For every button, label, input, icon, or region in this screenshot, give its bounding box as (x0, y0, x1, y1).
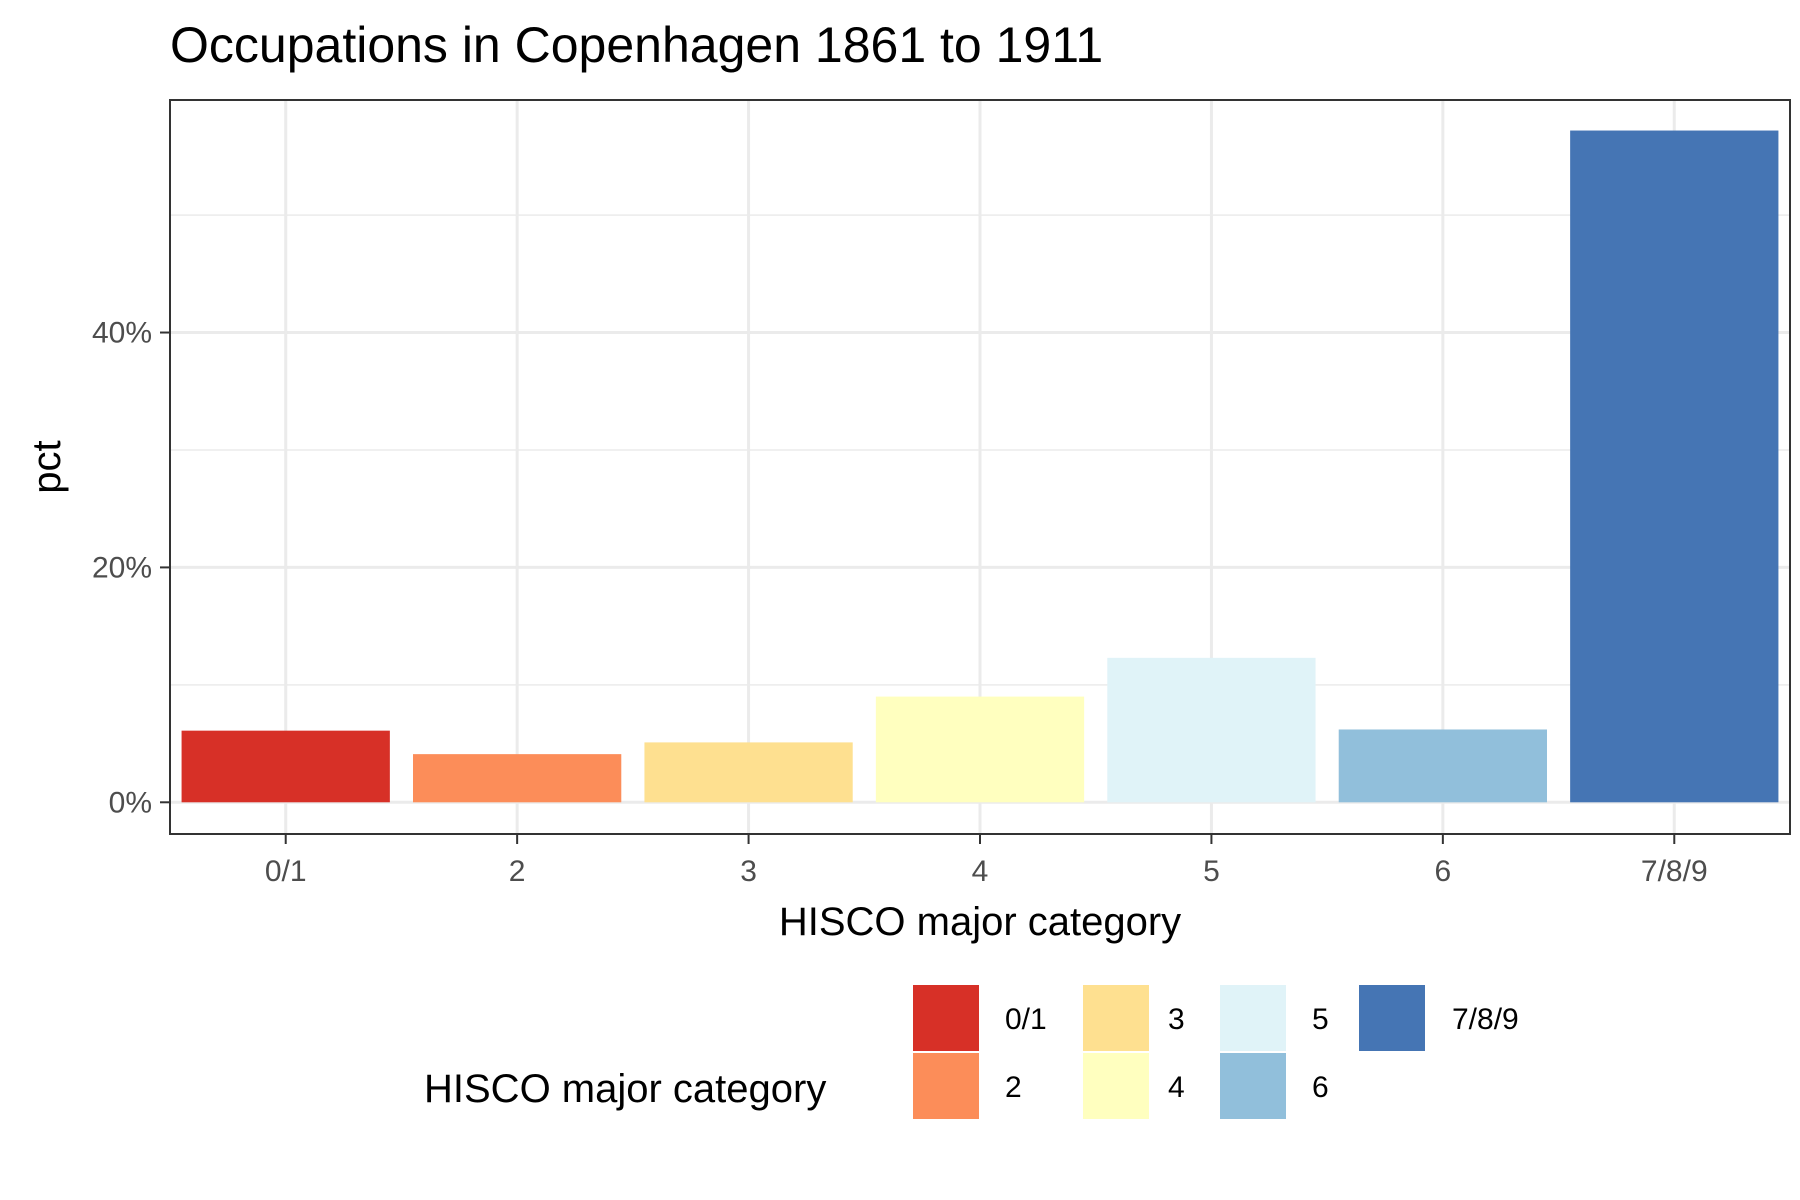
legend-key-7 (1357, 983, 1427, 1053)
chart-title: Occupations in Copenhagen 1861 to 1911 (170, 17, 1103, 73)
bar-5 (1107, 657, 1316, 803)
x-tick-label: 2 (509, 855, 526, 888)
y-tick-label: 0% (109, 786, 152, 819)
legend-key-3 (1081, 983, 1151, 1053)
legend-label: 5 (1312, 1003, 1329, 1036)
bar-7 (1570, 130, 1779, 803)
y-axis-ticks: 0% 20% 40% (92, 317, 170, 819)
legend: 0/1 2 3 4 5 6 7/8/9 (911, 983, 1519, 1121)
legend-key-1 (911, 983, 981, 1053)
legend-label: 4 (1168, 1071, 1185, 1104)
bar-4 (875, 696, 1085, 803)
x-axis-ticks: 0/1 2 3 4 5 6 7/8/9 (265, 834, 1708, 888)
x-tick-label: 4 (972, 855, 989, 888)
legend-key-4 (1081, 1051, 1151, 1121)
legend-label: 0/1 (1005, 1003, 1047, 1036)
legend-label: 7/8/9 (1452, 1003, 1519, 1036)
legend-key-6 (1218, 1051, 1288, 1121)
x-tick-label: 3 (740, 855, 757, 888)
legend-key-5 (1218, 983, 1288, 1053)
legend-label: 2 (1005, 1071, 1022, 1104)
bar-6 (1338, 729, 1547, 803)
x-tick-label: 0/1 (265, 855, 307, 888)
x-tick-label: 5 (1203, 855, 1220, 888)
legend-label: 6 (1312, 1071, 1329, 1104)
y-tick-label: 20% (92, 551, 152, 584)
legend-key-2 (911, 1051, 981, 1121)
bar-2 (413, 754, 622, 803)
y-axis-title: pct (25, 440, 69, 493)
bar-1 (181, 730, 390, 803)
x-tick-label: 7/8/9 (1641, 855, 1708, 888)
bar-3 (644, 742, 853, 803)
x-tick-label: 6 (1435, 855, 1452, 888)
y-tick-label: 40% (92, 317, 152, 350)
legend-label: 3 (1168, 1003, 1185, 1036)
x-axis-title: HISCO major category (779, 900, 1181, 944)
legend-title: HISCO major category (424, 1067, 826, 1111)
bars (181, 130, 1779, 803)
